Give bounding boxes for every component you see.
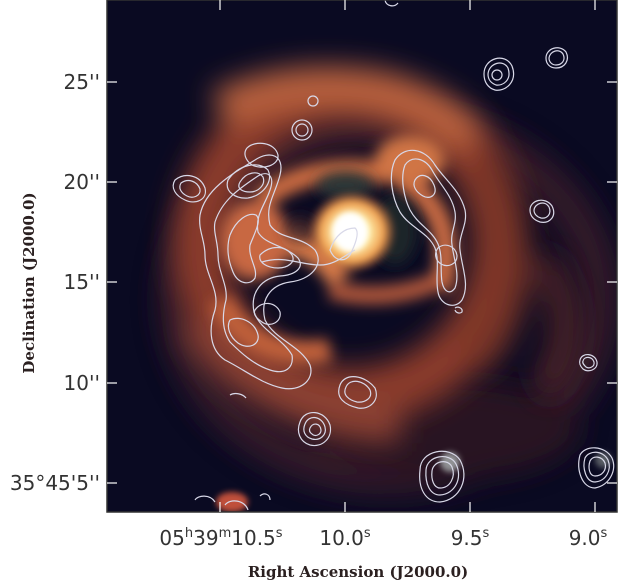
image-panel [107, 0, 617, 512]
y-tick-label-5: 35°45'5'' [10, 471, 100, 495]
y-tick-label-25: 25'' [64, 70, 100, 94]
x-tick-label-10-0: 10.0s [319, 526, 371, 550]
x-tick-label-10-5: 05h39m10.5s [159, 526, 282, 550]
y-tick-marks [107, 81, 617, 484]
y-axis-title: Declination (J2000.0) [20, 192, 38, 373]
emission-ring [172, 66, 580, 443]
y-tick-label-20: 20'' [64, 170, 100, 194]
contour-overlay [172, 0, 615, 511]
x-axis-title: Right Ascension (J2000.0) [248, 563, 468, 581]
x-tick-label-9-5: 9.5s [451, 526, 490, 550]
x-tick-label-9-0: 9.0s [569, 526, 608, 550]
x-tick-marks [219, 0, 596, 512]
y-tick-label-10: 10'' [64, 371, 100, 395]
central-peak [307, 190, 397, 274]
y-tick-label-15: 15'' [64, 270, 100, 294]
plot-frame [106, 0, 618, 513]
